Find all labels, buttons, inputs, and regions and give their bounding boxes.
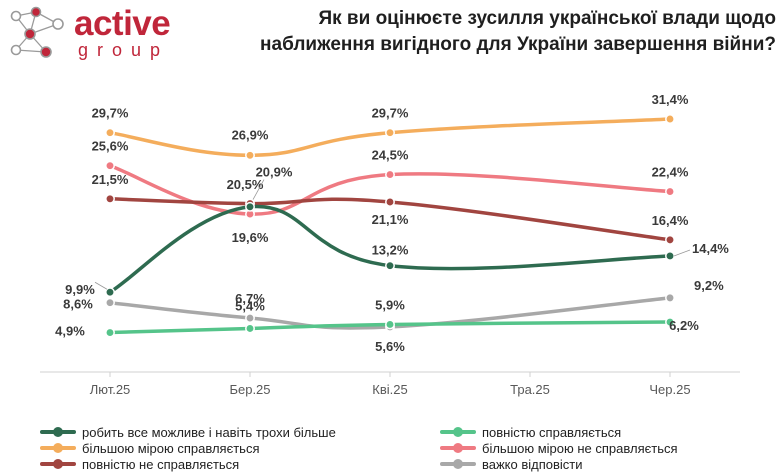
data-label: 6,7%	[235, 291, 265, 306]
data-point	[385, 319, 395, 330]
legend-swatch-dot	[453, 427, 463, 437]
chart-title-line-1: Як ви оцінюєте зусилля української влади…	[318, 8, 776, 29]
x-tick-label: Тра.25	[510, 382, 550, 397]
series-line	[108, 163, 672, 216]
legend-swatch-dot	[453, 443, 463, 453]
x-tick-label: Чер.25	[649, 382, 690, 397]
data-point	[385, 169, 395, 180]
leader-line	[94, 281, 108, 290]
legend-swatch-dot	[53, 459, 63, 469]
legend-swatch	[440, 426, 476, 438]
data-point	[245, 323, 255, 334]
data-label: 29,7%	[372, 106, 409, 121]
data-label: 21,5%	[92, 172, 129, 187]
data-label: 22,4%	[652, 165, 689, 180]
legend-label: більшою мірою не справляється	[482, 440, 678, 456]
data-point	[385, 197, 395, 207]
data-point	[105, 127, 115, 138]
legend-swatch-dot	[53, 427, 63, 437]
data-label: 9,9%	[65, 282, 95, 297]
data-label: 5,6%	[375, 339, 405, 354]
data-label: 24,5%	[372, 148, 409, 163]
logo-word: active	[74, 4, 171, 43]
series-line	[108, 320, 672, 335]
legend-label: повністю не справляється	[82, 456, 240, 472]
data-label: 5,4%	[235, 298, 265, 313]
data-point	[105, 297, 115, 308]
data-label: 29,7%	[92, 106, 129, 121]
legend-swatch	[440, 442, 476, 454]
data-label: 19,6%	[232, 230, 269, 245]
series-line	[108, 296, 672, 330]
legend-label: більшою мірою справляється	[82, 440, 260, 456]
logo: active group	[6, 4, 176, 64]
data-point	[105, 327, 115, 338]
legend-swatch	[440, 458, 476, 470]
data-point	[665, 317, 675, 327]
legend-item: повністю не справляється	[40, 456, 239, 472]
chart-legend: робить все можливе і навіть трохи більше…	[40, 424, 760, 474]
leader-line	[252, 179, 265, 200]
data-point	[105, 193, 115, 204]
x-tick-label: Лют.25	[90, 382, 131, 397]
data-point	[105, 287, 115, 298]
series-line	[108, 197, 672, 242]
data-point	[665, 186, 675, 197]
data-point	[385, 260, 395, 271]
data-point	[665, 251, 675, 261]
legend-item: повністю справляється	[440, 424, 621, 440]
data-label: 20,9%	[256, 165, 293, 180]
x-tick-label: Кві.25	[372, 382, 407, 397]
legend-item: більшою мірою не справляється	[440, 440, 678, 456]
legend-label: повністю справляється	[482, 424, 622, 440]
legend-swatch-dot	[53, 443, 63, 453]
data-point	[385, 127, 395, 138]
data-label: 13,2%	[372, 243, 409, 258]
data-point	[245, 150, 255, 161]
leader-line	[673, 249, 691, 257]
legend-swatch	[40, 458, 76, 470]
data-label: 14,4%	[692, 241, 729, 256]
legend-label: важко відповісти	[482, 456, 583, 472]
data-label: 20,5%	[227, 177, 264, 192]
data-point	[245, 201, 255, 212]
data-label: 21,1%	[372, 212, 409, 227]
data-point	[665, 234, 675, 245]
data-label: 4,9%	[55, 324, 85, 339]
data-point	[245, 313, 255, 323]
data-point	[665, 114, 675, 124]
legend-swatch	[40, 426, 76, 438]
legend-item: робить все можливе і навіть трохи більше	[40, 424, 336, 440]
legend-item: важко відповісти	[440, 456, 583, 472]
chart-title: Як ви оцінюєте зусилля української влади…	[216, 6, 776, 58]
chart-title-line-2: наближення вигідного для України заверше…	[260, 34, 776, 55]
data-point	[665, 292, 675, 303]
legend-swatch	[40, 442, 76, 454]
legend-label: робить все можливе і навіть трохи більше	[82, 424, 336, 440]
data-label: 6,2%	[669, 318, 699, 333]
data-label: 26,9%	[232, 127, 269, 142]
logo-network-icon	[10, 6, 64, 58]
data-label: 5,9%	[375, 297, 405, 312]
x-tick-label: Бер.25	[229, 382, 270, 397]
series-line	[108, 204, 672, 294]
data-label: 25,6%	[92, 139, 129, 154]
series-line	[108, 117, 672, 158]
legend-item: більшою мірою справляється	[40, 440, 260, 456]
data-label: 8,6%	[63, 297, 93, 312]
data-label: 16,4%	[652, 213, 689, 228]
data-label: 9,2%	[694, 278, 724, 293]
data-point	[105, 160, 115, 171]
logo-subword: group	[78, 40, 170, 60]
data-label: 31,4%	[652, 92, 689, 107]
legend-swatch-dot	[453, 459, 463, 469]
